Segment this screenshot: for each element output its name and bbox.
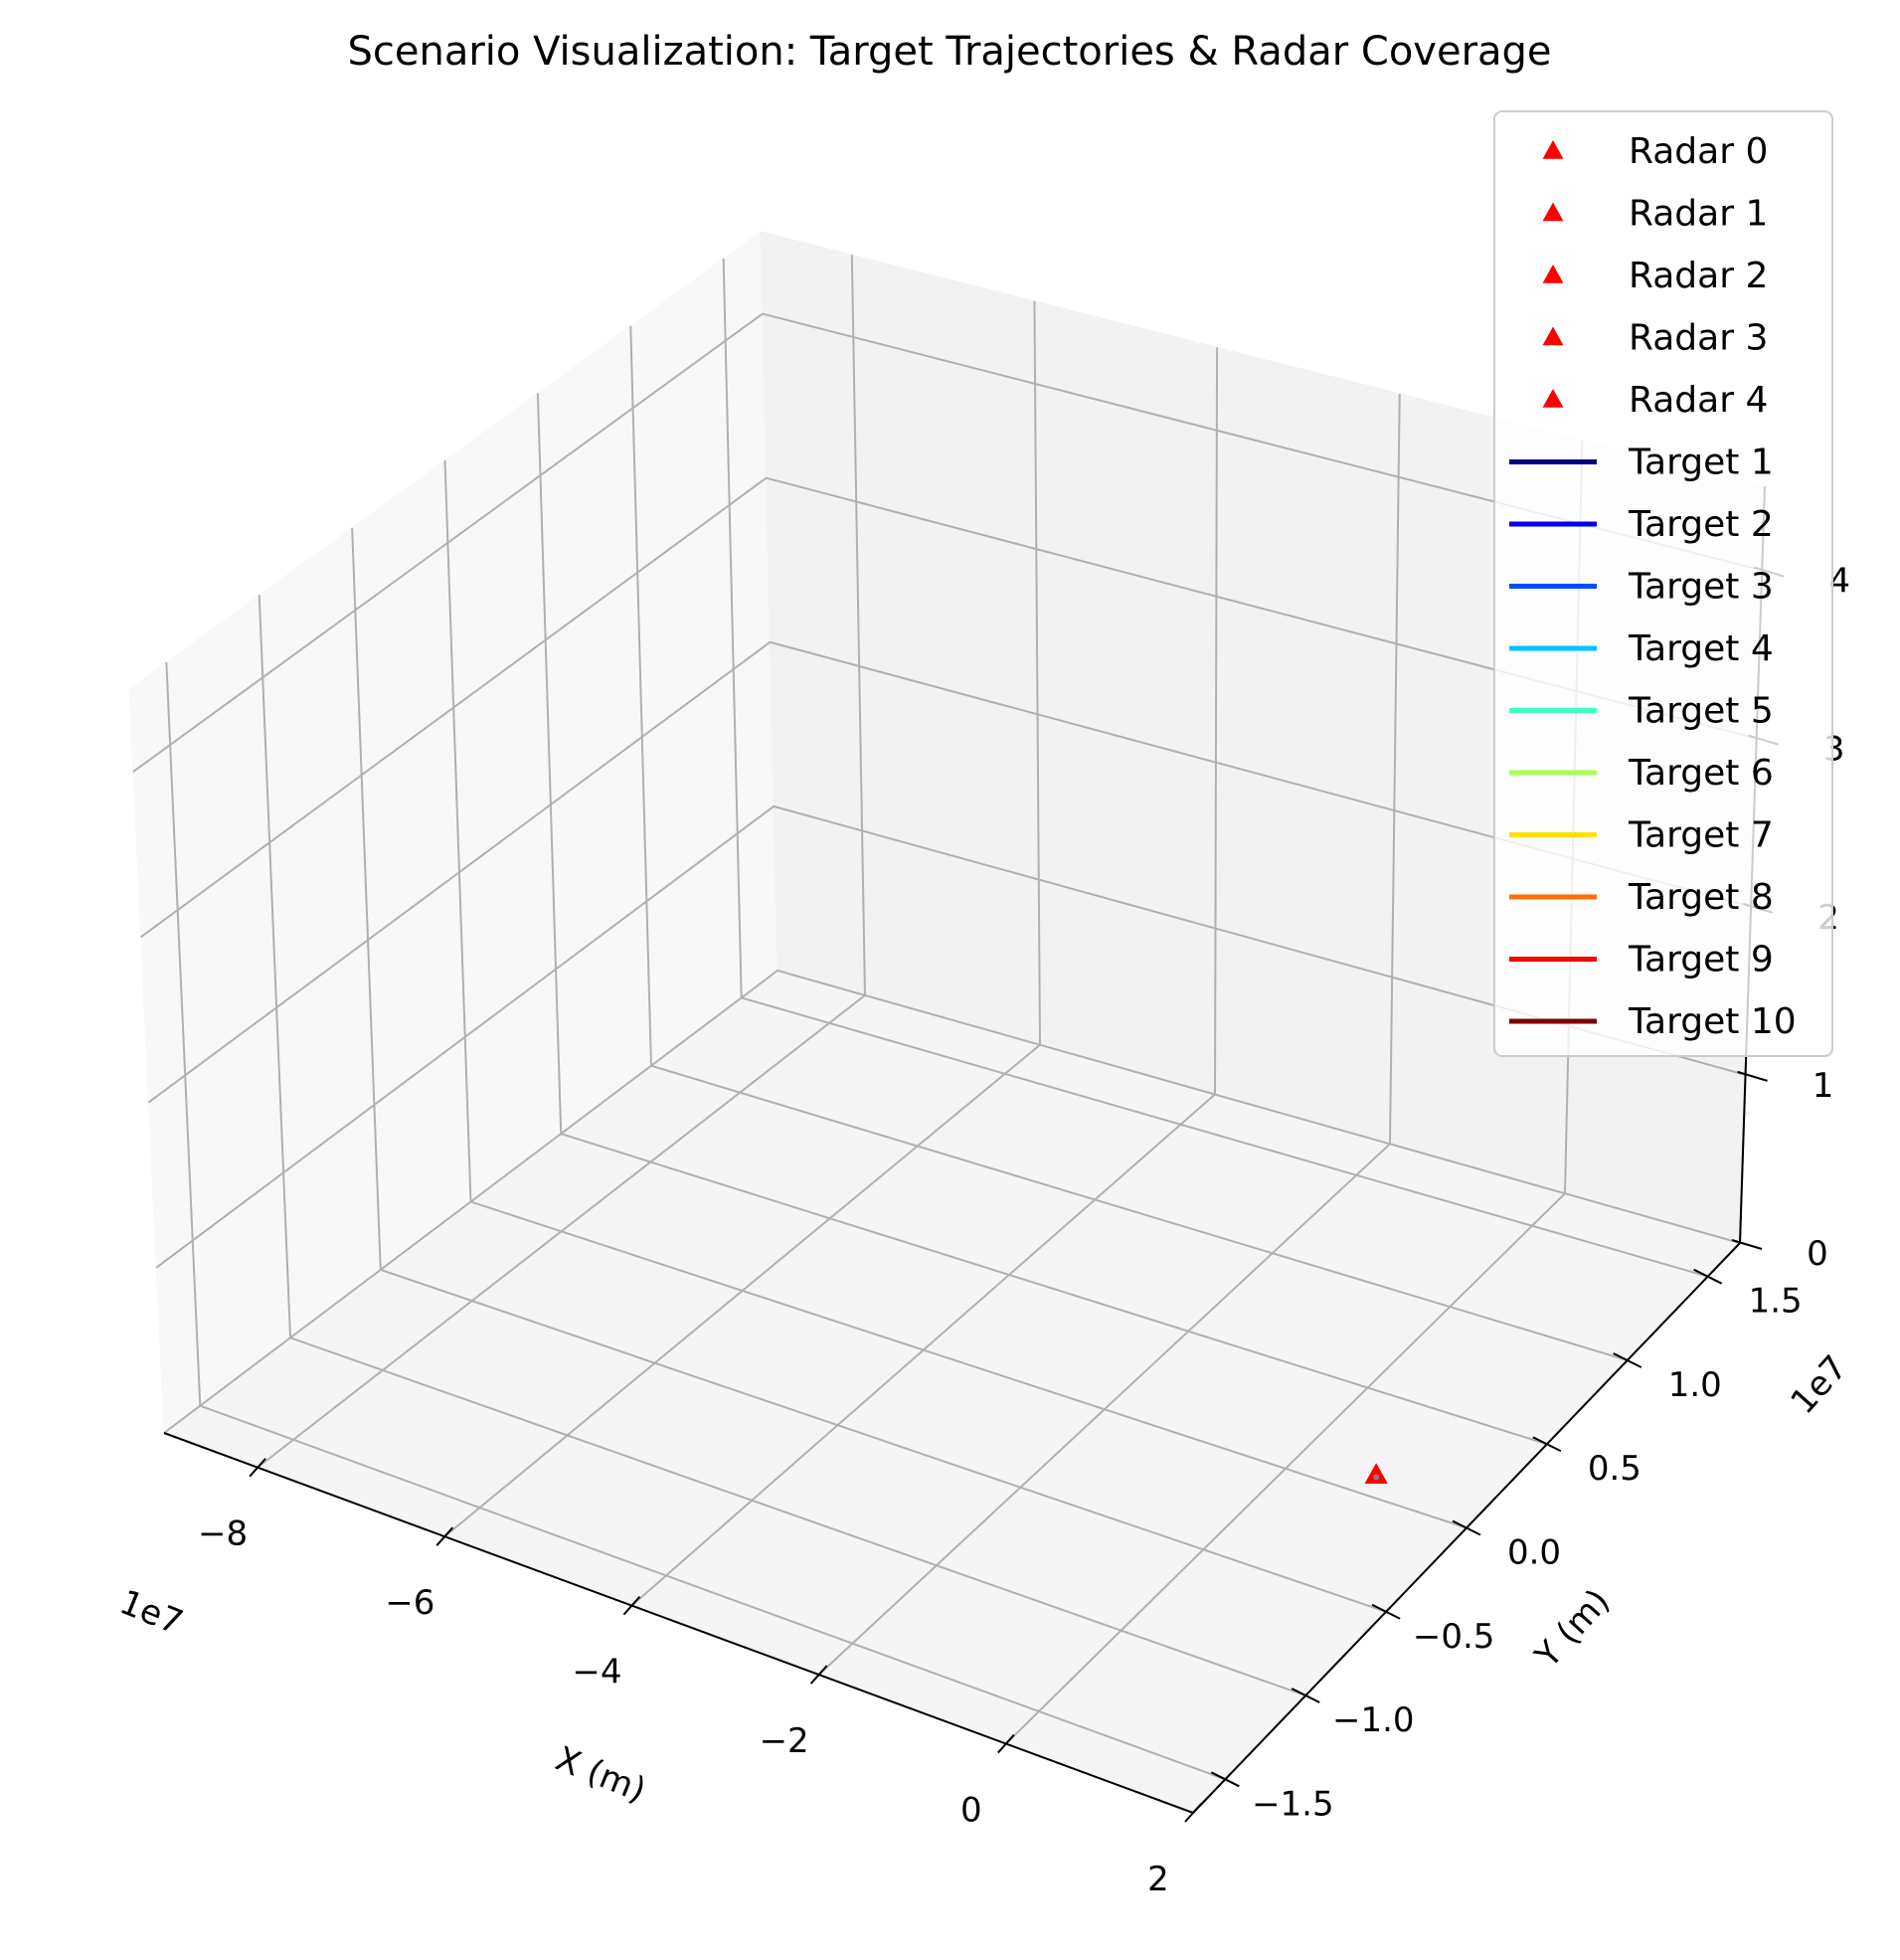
legend-label: Target 10: [1628, 1001, 1797, 1042]
z-grid-line: [147, 640, 1752, 1104]
legend-label: Radar 2: [1629, 256, 1768, 296]
y-tick-label: 0.5: [1588, 1449, 1641, 1489]
z-grid-line: [155, 804, 1746, 1269]
x-tick-label: 0: [960, 1791, 982, 1831]
legend-radar-marker: [1542, 326, 1564, 346]
y-tick: [1532, 1436, 1562, 1453]
z-tick: [1731, 1239, 1763, 1250]
z-tick: [1737, 1070, 1768, 1082]
legend-label: Radar 1: [1629, 194, 1768, 235]
y-tick: [1371, 1603, 1401, 1620]
legend-label: Target 5: [1628, 691, 1774, 732]
x-tick: [1184, 1803, 1202, 1823]
legend-radar-marker: [1542, 202, 1564, 222]
x-tick: [249, 1458, 266, 1478]
target-start-point: [1373, 1474, 1380, 1481]
y-tick: [1291, 1688, 1320, 1703]
x-tick-label: −4: [572, 1653, 621, 1693]
y-tick-label: 1.5: [1749, 1282, 1803, 1322]
y-tick-label: −1.0: [1332, 1700, 1415, 1740]
legend-label: Target 4: [1628, 628, 1774, 669]
x-tick: [435, 1526, 454, 1546]
y-tick: [1613, 1352, 1642, 1368]
legend-radar-marker: [1542, 389, 1564, 408]
chart-title: Scenario Visualization: Target Trajector…: [347, 29, 1551, 75]
z-tick-label: 4: [1828, 562, 1850, 602]
legend-label: Target 7: [1628, 815, 1774, 856]
legend-radar-marker: [1542, 265, 1564, 283]
z-grid-line: [132, 312, 1763, 773]
z-grid-line: [163, 969, 1741, 1434]
legend-label: Target 1: [1628, 443, 1774, 483]
x-tick-label: −8: [198, 1515, 248, 1554]
legend-radar-marker: [1542, 140, 1564, 159]
y-tick: [1693, 1268, 1723, 1285]
x-tick-label: −6: [385, 1583, 434, 1623]
legend-label: Target 3: [1628, 567, 1774, 608]
y-tick-label: −0.5: [1413, 1617, 1495, 1657]
z-grid-line: [140, 476, 1757, 939]
y-tick-label: 0.0: [1507, 1533, 1561, 1573]
x-tick: [997, 1733, 1015, 1754]
radar-marker: [1364, 1463, 1388, 1484]
legend-label: Target 8: [1628, 877, 1774, 918]
x-tick: [622, 1595, 641, 1616]
x-tick: [809, 1665, 828, 1685]
legend-label: Target 6: [1628, 753, 1774, 794]
y-tick-label: 1.0: [1668, 1365, 1722, 1405]
z-tick-label: 0: [1807, 1234, 1828, 1274]
x-axis-line: [163, 1432, 1194, 1814]
legend-box: [1493, 110, 1833, 1057]
x-offset-text: 1e7: [114, 1582, 188, 1643]
legend-label: Radar 3: [1629, 318, 1768, 359]
legend-label: Radar 0: [1629, 131, 1768, 172]
legend: Radar 0 Radar 1 Radar 2 Radar 3 Radar 4 Targe…: [1493, 110, 1833, 1057]
x-tick-label: −2: [760, 1721, 809, 1761]
y-tick-label: −1.5: [1252, 1784, 1334, 1824]
legend-label: Target 2: [1628, 504, 1774, 545]
legend-label: Radar 4: [1629, 380, 1768, 421]
y-tick: [1210, 1771, 1240, 1788]
y-axis-label: Y (m): [1527, 1581, 1618, 1676]
data-points: [1364, 1463, 1388, 1484]
y-tick: [1452, 1519, 1481, 1536]
z-tick-label: 1: [1813, 1066, 1834, 1106]
legend-label: Target 9: [1628, 940, 1774, 980]
x-axis-label: X (m): [550, 1739, 651, 1811]
y-offset-text: 1e7: [1783, 1347, 1855, 1421]
x-tick-label: 2: [1147, 1860, 1169, 1899]
